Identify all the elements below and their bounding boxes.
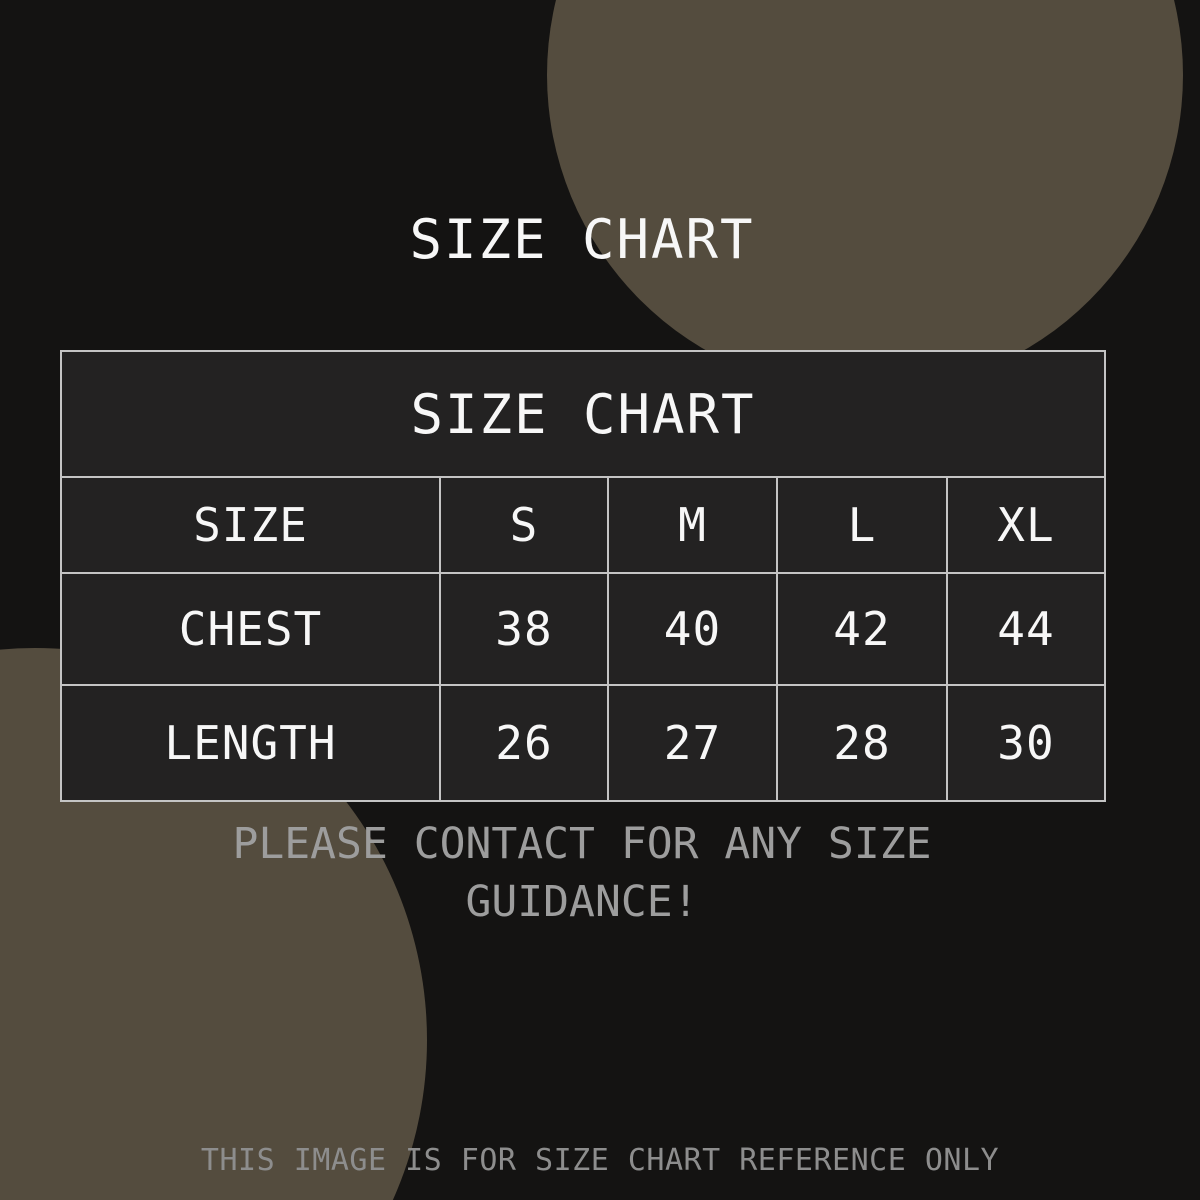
table-row-length: LENGTH 26 27 28 30 <box>60 684 1106 802</box>
cell-chest-xl: 44 <box>946 572 1106 686</box>
cell-chest-m: 40 <box>607 572 778 686</box>
cell-length-xl: 30 <box>946 684 1106 802</box>
page-title: SIZE CHART <box>409 208 755 271</box>
column-header-m: M <box>607 476 778 574</box>
row-label-length: LENGTH <box>60 684 441 802</box>
cell-length-s: 26 <box>439 684 609 802</box>
cell-length-l: 28 <box>776 684 948 802</box>
column-header-s: S <box>439 476 609 574</box>
cell-chest-s: 38 <box>439 572 609 686</box>
column-header-size: SIZE <box>60 476 441 574</box>
guidance-note-text: PLEASE CONTACT FOR ANY SIZE GUIDANCE! <box>232 819 932 927</box>
decorative-circle-top <box>547 0 1183 393</box>
guidance-note: PLEASE CONTACT FOR ANY SIZE GUIDANCE! <box>60 815 1104 931</box>
footer-note: THIS IMAGE IS FOR SIZE CHART REFERENCE O… <box>200 1143 1000 1178</box>
size-chart-table: SIZE CHART SIZE S M L XL CHEST 38 40 42 … <box>60 350 1106 802</box>
cell-chest-l: 42 <box>776 572 948 686</box>
table-title: SIZE CHART <box>60 350 1106 478</box>
row-label-chest: CHEST <box>60 572 441 686</box>
column-header-row: SIZE S M L XL <box>60 476 1106 574</box>
cell-length-m: 27 <box>607 684 778 802</box>
table-row-chest: CHEST 38 40 42 44 <box>60 572 1106 686</box>
table-title-row: SIZE CHART <box>60 350 1106 478</box>
column-header-xl: XL <box>946 476 1106 574</box>
column-header-l: L <box>776 476 948 574</box>
